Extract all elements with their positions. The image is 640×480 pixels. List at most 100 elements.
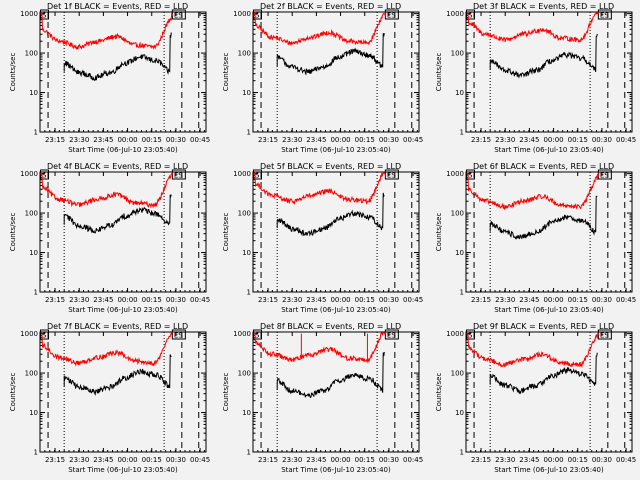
x-tick-label: 00:30: [379, 136, 399, 144]
chart-svg: Det 2f BLACK = Events, RED = LLD 1 10 100 10…: [222, 2, 423, 154]
x-tick-label: 23:30: [282, 136, 302, 144]
x-tick-label: 00:30: [379, 296, 399, 304]
plot-frame: [465, 171, 633, 293]
x-axis-label: Start Time (06-Jul-10 23:05:40): [494, 146, 604, 154]
chart-title: Det 5f BLACK = Events, RED = LLD: [260, 162, 401, 171]
x-tick-label: 00:45: [403, 136, 423, 144]
plot-frame: [465, 11, 633, 133]
chart-panel-5: Det 5f BLACK = Events, RED = LLD 1 10 100 10…: [213, 160, 426, 320]
chart-title: Det 2f BLACK = Events, RED = LLD: [260, 2, 401, 11]
x-tick-label: 23:45: [519, 136, 539, 144]
chart-panel-3: Det 3f BLACK = Events, RED = LLD 1 10 100 10…: [426, 0, 639, 160]
x-tick-label: 00:45: [616, 136, 636, 144]
y-axis-label: Counts/sec: [9, 213, 17, 252]
end-marker-box: [384, 329, 399, 340]
plot-frame: [252, 331, 420, 453]
x-tick-label: 00:15: [142, 296, 162, 304]
chart-title: Det 8f BLACK = Events, RED = LLD: [260, 322, 401, 331]
lld-series-line: [466, 11, 600, 43]
start-marker-label: S: [255, 12, 260, 20]
x-tick-label: 00:00: [330, 456, 350, 464]
y-axis-label: Counts/sec: [222, 53, 230, 92]
x-tick-label: 23:15: [45, 456, 65, 464]
x-axis-label: Start Time (06-Jul-10 23:05:40): [68, 146, 178, 154]
start-marker-label: S: [468, 12, 473, 20]
plot-frame: [465, 331, 633, 453]
y-tick-label: 1000: [20, 170, 38, 178]
x-tick-label: 23:15: [258, 296, 278, 304]
plot-frame: [39, 11, 207, 133]
x-tick-label: 00:15: [568, 456, 588, 464]
x-tick-label: 23:30: [69, 136, 89, 144]
x-axis-label: Start Time (06-Jul-10 23:05:40): [494, 466, 604, 474]
lld-series-line: [253, 171, 387, 206]
y-tick-label: 1: [460, 129, 464, 137]
y-axis-label: Counts/sec: [222, 373, 230, 412]
chart-panel-4: Det 4f BLACK = Events, RED = LLD 1 10 100 10…: [0, 160, 213, 320]
end-marker-label: ES: [387, 172, 396, 180]
plot-frame: [39, 331, 207, 453]
chart-svg: Det 8f BLACK = Events, RED = LLD 1 10 100 10…: [222, 322, 423, 474]
y-tick-label: 1: [247, 449, 251, 457]
end-marker-box: [171, 329, 186, 340]
x-tick-label: 23:45: [306, 296, 326, 304]
y-tick-label: 10: [242, 89, 251, 97]
y-tick-label: 10: [455, 249, 464, 257]
x-tick-label: 00:30: [592, 136, 612, 144]
y-axis-label: Counts/sec: [435, 373, 443, 412]
x-tick-label: 23:15: [471, 456, 491, 464]
y-tick-label: 10: [242, 249, 251, 257]
x-tick-label: 23:15: [471, 296, 491, 304]
x-tick-label: 23:45: [93, 136, 113, 144]
start-marker-label: S: [255, 172, 260, 180]
chart-title: Det 6f BLACK = Events, RED = LLD: [473, 162, 614, 171]
chart-title: Det 7f BLACK = Events, RED = LLD: [47, 322, 188, 331]
x-tick-label: 00:45: [190, 136, 210, 144]
y-tick-label: 100: [451, 210, 464, 218]
events-series-line: [63, 194, 172, 234]
y-tick-label: 1: [34, 289, 38, 297]
start-marker-label: S: [42, 332, 47, 340]
y-axis-label: Counts/sec: [222, 213, 230, 252]
start-marker-label: S: [468, 332, 473, 340]
y-tick-label: 1000: [446, 170, 464, 178]
y-tick-label: 100: [238, 370, 251, 378]
y-tick-label: 100: [451, 50, 464, 58]
chart-svg: Det 4f BLACK = Events, RED = LLD 1 10 100 10…: [9, 162, 210, 314]
x-tick-label: 23:30: [282, 456, 302, 464]
x-axis-label: Start Time (06-Jul-10 23:05:40): [281, 466, 391, 474]
x-tick-label: 00:00: [543, 296, 563, 304]
y-tick-label: 100: [25, 210, 38, 218]
y-tick-label: 1: [460, 289, 464, 297]
x-tick-label: 00:30: [592, 296, 612, 304]
y-tick-label: 10: [29, 249, 38, 257]
y-tick-label: 1: [247, 129, 251, 137]
end-marker-label: ES: [387, 12, 396, 20]
y-tick-label: 1: [460, 449, 464, 457]
x-tick-label: 23:30: [495, 136, 515, 144]
start-marker-box: [465, 169, 475, 180]
events-series-line: [276, 33, 385, 76]
start-marker-box: [39, 169, 49, 180]
y-tick-label: 1000: [20, 330, 38, 338]
x-tick-label: 00:45: [403, 296, 423, 304]
events-series-line: [276, 192, 385, 237]
x-axis-label: Start Time (06-Jul-10 23:05:40): [281, 146, 391, 154]
x-axis-label: Start Time (06-Jul-10 23:05:40): [68, 466, 178, 474]
y-tick-label: 100: [25, 50, 38, 58]
events-series-line: [63, 32, 172, 81]
end-marker-label: ES: [600, 12, 609, 20]
x-tick-label: 23:45: [519, 456, 539, 464]
x-tick-label: 23:15: [258, 136, 278, 144]
x-tick-label: 23:30: [495, 296, 515, 304]
x-tick-label: 00:15: [355, 296, 375, 304]
y-tick-label: 10: [29, 89, 38, 97]
events-series-line: [63, 354, 172, 396]
chart-svg: Det 6f BLACK = Events, RED = LLD 1 10 100 10…: [435, 162, 636, 314]
plot-frame: [252, 171, 420, 293]
end-marker-label: ES: [174, 12, 183, 20]
y-tick-label: 1000: [233, 330, 251, 338]
x-tick-label: 23:45: [519, 296, 539, 304]
x-tick-label: 23:15: [471, 136, 491, 144]
lld-series-line: [466, 172, 600, 211]
